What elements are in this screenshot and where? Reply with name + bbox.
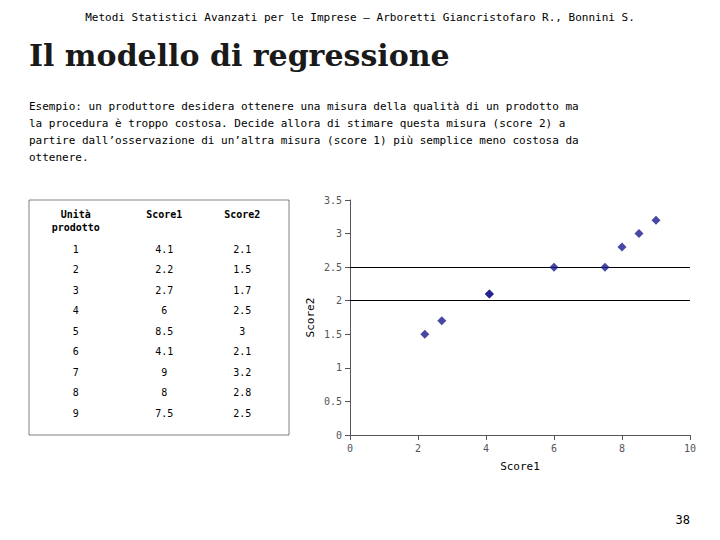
svg-text:8: 8 <box>619 443 625 454</box>
svg-text:1.5: 1.5 <box>233 264 251 275</box>
svg-text:4.1: 4.1 <box>155 244 173 255</box>
svg-text:0: 0 <box>336 430 342 441</box>
svg-text:0: 0 <box>347 443 353 454</box>
svg-text:8: 8 <box>73 387 79 398</box>
svg-text:Metodi Statistici Avanzati per: Metodi Statistici Avanzati per le Impres… <box>85 11 635 24</box>
svg-text:la procedura è troppo costosa.: la procedura è troppo costosa. Decide al… <box>29 117 565 130</box>
svg-text:2.5: 2.5 <box>324 262 342 273</box>
svg-text:10: 10 <box>684 443 696 454</box>
svg-text:Score1: Score1 <box>500 460 540 473</box>
svg-text:9: 9 <box>161 367 167 378</box>
svg-text:1: 1 <box>73 244 79 255</box>
svg-text:2.1: 2.1 <box>233 346 251 357</box>
svg-text:0.5: 0.5 <box>324 396 342 407</box>
svg-text:3.2: 3.2 <box>233 367 251 378</box>
svg-text:4: 4 <box>483 443 489 454</box>
svg-text:3: 3 <box>73 285 79 296</box>
svg-text:8: 8 <box>161 387 167 398</box>
svg-text:partire dall’osservazione di u: partire dall’osservazione di un’altra mi… <box>29 134 579 147</box>
svg-text:1.7: 1.7 <box>233 285 251 296</box>
svg-text:2.8: 2.8 <box>233 387 251 398</box>
svg-text:3: 3 <box>336 228 342 239</box>
svg-text:4: 4 <box>73 305 79 316</box>
svg-text:7.5: 7.5 <box>155 408 173 419</box>
svg-text:2: 2 <box>336 295 342 306</box>
svg-text:1: 1 <box>336 362 342 373</box>
svg-text:4.1: 4.1 <box>155 346 173 357</box>
svg-text:3: 3 <box>239 326 245 337</box>
svg-text:Esempio: un produttore desider: Esempio: un produttore desidera ottenere… <box>29 100 579 113</box>
svg-text:Il modello di regressione: Il modello di regressione <box>29 38 450 73</box>
svg-text:Score2: Score2 <box>224 209 260 220</box>
svg-text:38: 38 <box>676 513 690 527</box>
svg-text:9: 9 <box>73 408 79 419</box>
svg-text:5: 5 <box>73 326 79 337</box>
svg-text:6: 6 <box>161 305 167 316</box>
svg-text:6: 6 <box>73 346 79 357</box>
svg-text:Score2: Score2 <box>304 298 317 338</box>
svg-text:2: 2 <box>415 443 421 454</box>
svg-text:2.5: 2.5 <box>233 305 251 316</box>
svg-text:2.2: 2.2 <box>155 264 173 275</box>
svg-text:Unità: Unità <box>61 209 91 220</box>
svg-text:ottenere.: ottenere. <box>29 151 89 164</box>
svg-text:8.5: 8.5 <box>155 326 173 337</box>
svg-text:2.7: 2.7 <box>155 285 173 296</box>
svg-text:6: 6 <box>551 443 557 454</box>
svg-text:2.5: 2.5 <box>233 408 251 419</box>
svg-text:Score1: Score1 <box>146 209 182 220</box>
svg-text:1.5: 1.5 <box>324 329 342 340</box>
svg-text:7: 7 <box>73 367 79 378</box>
svg-text:2.1: 2.1 <box>233 244 251 255</box>
svg-text:prodotto: prodotto <box>52 222 100 233</box>
svg-text:3.5: 3.5 <box>324 195 342 206</box>
svg-text:2: 2 <box>73 264 79 275</box>
